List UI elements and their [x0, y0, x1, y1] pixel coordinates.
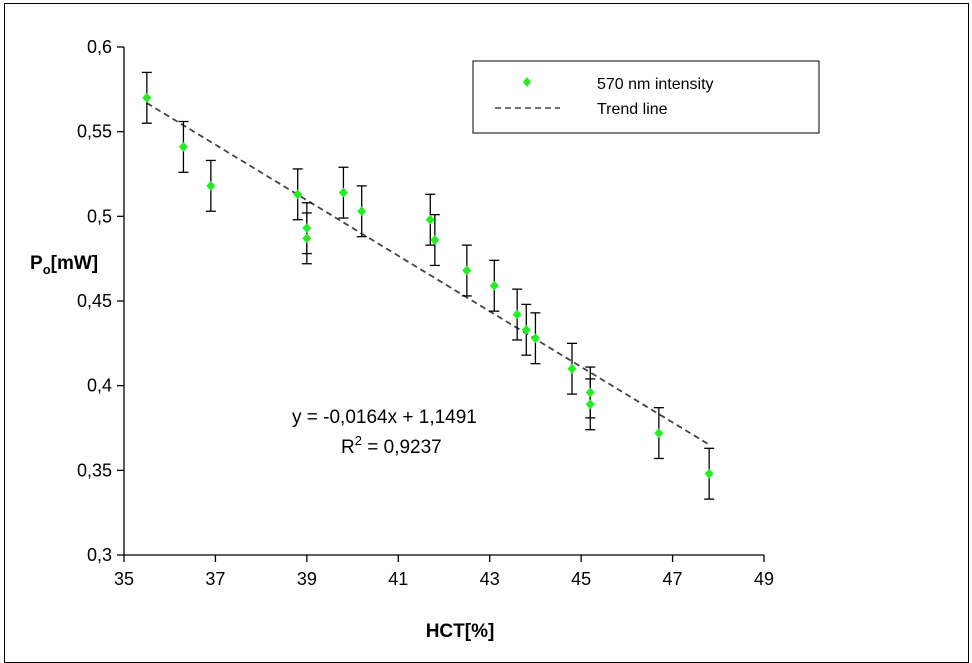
x-tick-label: 39: [297, 569, 317, 589]
data-point: [425, 214, 435, 225]
trend-line: [146, 102, 710, 446]
error-bars-layer: [141, 71, 715, 500]
data-point: [430, 235, 440, 246]
data-point: [178, 141, 188, 152]
x-tick-label: 35: [114, 569, 134, 589]
y-tick-label: 0,5: [87, 206, 112, 226]
y-axis-title-sub: o: [43, 262, 51, 277]
y-tick-label: 0,45: [77, 291, 112, 311]
y-tick-label: 0,55: [77, 122, 112, 142]
data-point: [530, 333, 540, 344]
x-tick-label: 49: [754, 569, 774, 589]
x-tick-label: 43: [480, 569, 500, 589]
data-point: [462, 265, 472, 276]
x-axis-title: HCT[%]: [426, 621, 495, 642]
legend-box: [472, 60, 820, 134]
data-point: [704, 468, 714, 479]
y-tick-label: 0,6: [87, 37, 112, 57]
axis-ticks: 0,3 0,35 0,4 0,45 0,5 0,55 0,6 35 37 39 41 43 45 47 49: [77, 37, 774, 589]
x-tick-label: 41: [388, 569, 408, 589]
y-axis-title-unit: [mW]: [51, 253, 98, 274]
r-squared-value: = 0,9237: [362, 437, 442, 458]
y-axis-title-main: P: [30, 253, 43, 274]
y-tick-label: 0,4: [87, 376, 112, 396]
data-point: [293, 189, 303, 200]
y-tick-label: 0,35: [77, 460, 112, 480]
r-squared-letter: R: [341, 437, 355, 458]
r-squared-label: R2 = 0,9237: [341, 433, 442, 458]
legend: 570 nm intensity Trend line: [472, 60, 820, 134]
legend-label-intensity: 570 nm intensity: [597, 76, 714, 93]
regression-equation: y = -0,0164x + 1,1491: [292, 407, 477, 428]
trend-line-layer: [146, 102, 710, 446]
data-point: [302, 233, 312, 244]
x-tick-label: 45: [571, 569, 591, 589]
legend-label-trend: Trend line: [597, 101, 668, 118]
data-point: [585, 387, 595, 398]
data-point: [521, 324, 531, 335]
y-axis-title: Po[mW]: [30, 253, 98, 277]
data-point: [489, 280, 499, 291]
data-point: [302, 223, 312, 234]
data-point: [512, 309, 522, 320]
legend-marker-diamond: [523, 77, 531, 87]
data-point: [142, 92, 152, 103]
data-points-layer: [142, 92, 714, 479]
data-point: [338, 187, 348, 198]
data-point: [357, 206, 367, 217]
x-tick-label: 37: [205, 569, 225, 589]
r-squared-superscript: 2: [355, 433, 362, 448]
data-point: [567, 363, 577, 374]
data-point: [206, 180, 216, 191]
y-tick-label: 0,3: [87, 545, 112, 565]
data-point: [654, 428, 664, 439]
x-tick-label: 47: [663, 569, 683, 589]
data-point: [585, 399, 595, 410]
